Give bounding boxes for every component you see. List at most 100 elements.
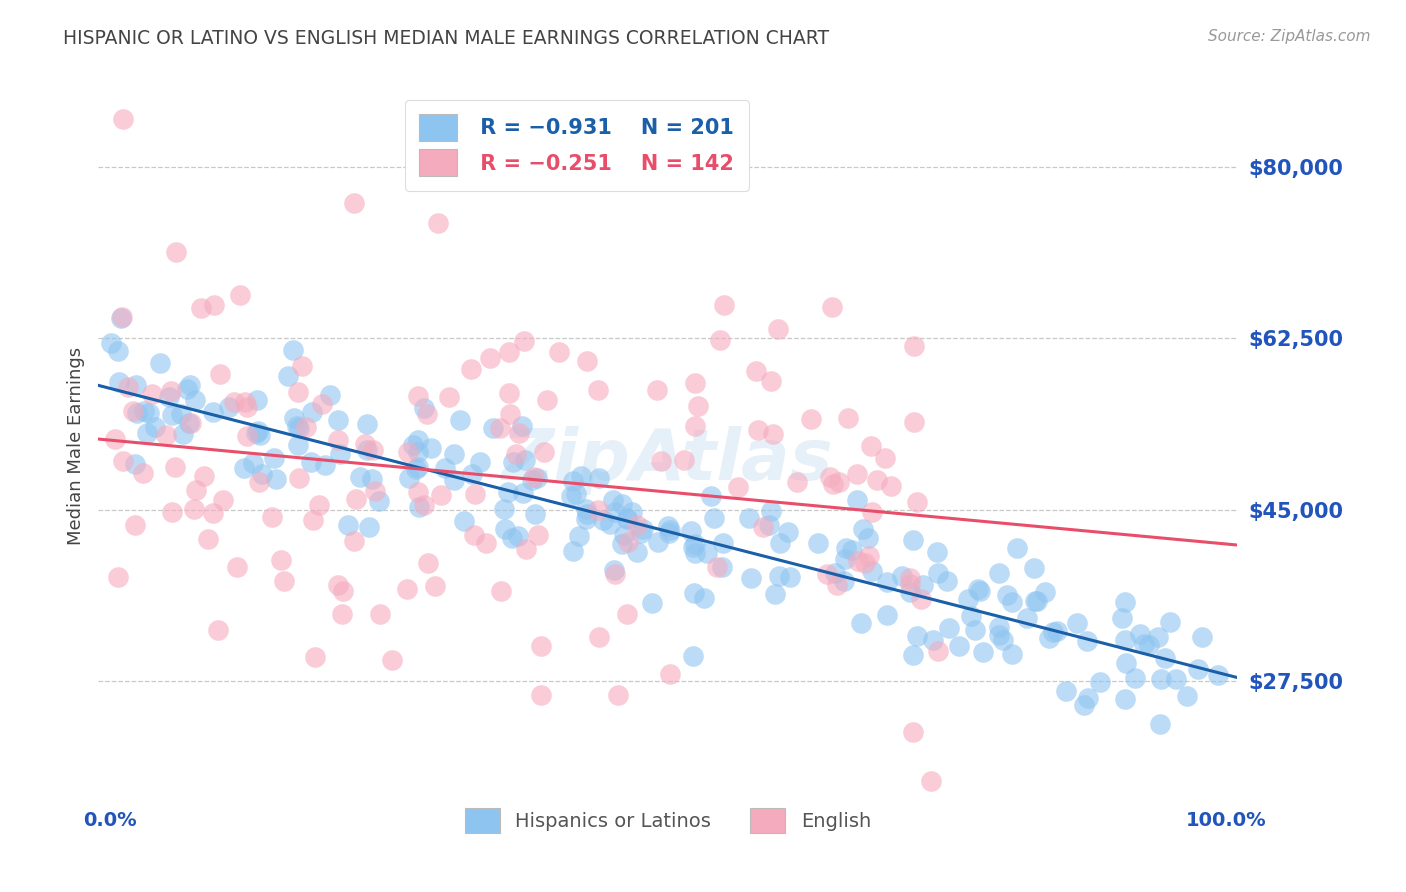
Point bbox=[513, 334, 536, 348]
Point bbox=[107, 376, 129, 390]
Point bbox=[489, 421, 512, 435]
Point bbox=[607, 689, 630, 703]
Point bbox=[905, 629, 928, 643]
Point bbox=[841, 543, 863, 558]
Point bbox=[530, 639, 553, 653]
Point bbox=[575, 354, 598, 368]
Point bbox=[179, 416, 201, 430]
Point bbox=[815, 566, 838, 581]
Point bbox=[548, 345, 571, 359]
Point bbox=[576, 508, 599, 522]
Point bbox=[658, 666, 681, 681]
Point bbox=[948, 640, 970, 654]
Point bbox=[603, 563, 626, 577]
Point bbox=[183, 501, 205, 516]
Point bbox=[866, 473, 889, 487]
Point bbox=[249, 428, 271, 442]
Point bbox=[876, 608, 898, 623]
Text: HISPANIC OR LATINO VS ENGLISH MEDIAN MALE EARNINGS CORRELATION CHART: HISPANIC OR LATINO VS ENGLISH MEDIAN MAL… bbox=[63, 29, 830, 47]
Point bbox=[1046, 624, 1069, 638]
Point bbox=[763, 587, 786, 601]
Point bbox=[778, 525, 800, 540]
Point bbox=[283, 343, 305, 358]
Point bbox=[858, 549, 880, 564]
Point bbox=[247, 475, 270, 489]
Point bbox=[527, 528, 550, 542]
Point bbox=[1076, 634, 1098, 648]
Point bbox=[988, 620, 1011, 634]
Point bbox=[515, 541, 537, 556]
Point bbox=[364, 483, 387, 498]
Point bbox=[165, 459, 187, 474]
Point bbox=[420, 441, 443, 455]
Point bbox=[700, 489, 723, 503]
Point bbox=[561, 475, 583, 489]
Point bbox=[530, 688, 553, 702]
Point bbox=[565, 486, 588, 500]
Point bbox=[228, 288, 250, 302]
Point bbox=[898, 577, 921, 591]
Point bbox=[344, 492, 367, 507]
Point bbox=[1191, 630, 1213, 644]
Point bbox=[141, 386, 163, 401]
Point bbox=[176, 383, 198, 397]
Point bbox=[927, 566, 949, 580]
Point bbox=[747, 423, 769, 437]
Point bbox=[508, 425, 530, 440]
Point bbox=[353, 437, 375, 451]
Point bbox=[626, 518, 648, 533]
Point bbox=[673, 452, 696, 467]
Point bbox=[903, 415, 925, 429]
Point bbox=[855, 556, 877, 570]
Point bbox=[443, 447, 465, 461]
Point bbox=[969, 584, 991, 599]
Point bbox=[685, 537, 707, 551]
Point bbox=[314, 458, 336, 473]
Point bbox=[533, 445, 555, 459]
Point bbox=[1115, 657, 1137, 671]
Point bbox=[449, 412, 471, 426]
Point bbox=[901, 648, 924, 662]
Point bbox=[1033, 585, 1056, 599]
Point bbox=[740, 571, 762, 585]
Point bbox=[759, 374, 782, 388]
Point bbox=[921, 633, 943, 648]
Point bbox=[620, 504, 643, 518]
Point bbox=[496, 484, 519, 499]
Point bbox=[1137, 638, 1160, 652]
Point bbox=[837, 410, 859, 425]
Point bbox=[960, 609, 983, 624]
Point bbox=[356, 417, 378, 431]
Point bbox=[277, 368, 299, 383]
Point bbox=[967, 582, 990, 596]
Point bbox=[641, 596, 664, 610]
Point bbox=[190, 301, 212, 315]
Point bbox=[453, 515, 475, 529]
Point bbox=[326, 434, 349, 448]
Point bbox=[900, 584, 922, 599]
Point bbox=[849, 615, 872, 630]
Point bbox=[512, 486, 534, 500]
Point bbox=[845, 467, 868, 481]
Point bbox=[523, 470, 546, 484]
Point bbox=[246, 393, 269, 408]
Point bbox=[911, 578, 934, 592]
Point bbox=[605, 505, 627, 519]
Point bbox=[180, 417, 202, 431]
Point bbox=[343, 534, 366, 549]
Point bbox=[475, 536, 498, 550]
Point bbox=[890, 569, 912, 583]
Point bbox=[1000, 647, 1022, 661]
Point bbox=[332, 584, 354, 599]
Point bbox=[359, 520, 381, 534]
Point bbox=[768, 322, 790, 336]
Point bbox=[631, 522, 654, 536]
Point bbox=[1038, 632, 1060, 646]
Point bbox=[683, 586, 706, 600]
Point bbox=[361, 472, 384, 486]
Point bbox=[689, 814, 711, 828]
Point bbox=[560, 489, 582, 503]
Point bbox=[505, 448, 527, 462]
Point bbox=[427, 216, 450, 230]
Point bbox=[270, 553, 292, 567]
